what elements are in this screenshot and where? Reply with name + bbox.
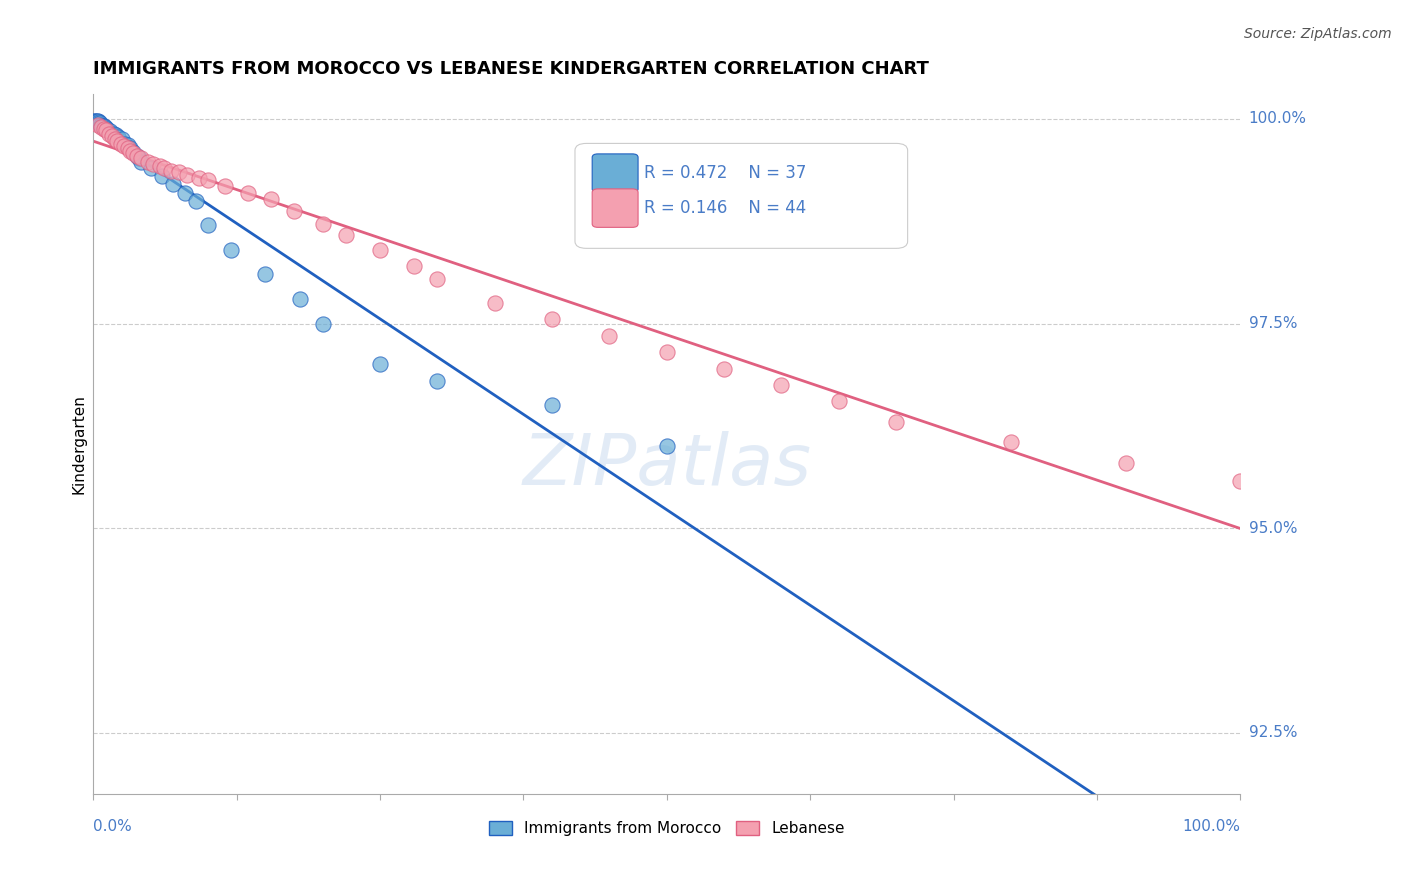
Point bbox=[105, 128, 128, 143]
Point bbox=[426, 374, 449, 388]
Point bbox=[288, 292, 311, 306]
Point bbox=[335, 228, 357, 243]
Text: 97.5%: 97.5% bbox=[1249, 316, 1298, 331]
Point bbox=[100, 124, 122, 138]
Point bbox=[1000, 435, 1022, 450]
Point bbox=[197, 173, 219, 187]
Point bbox=[162, 178, 184, 192]
Point bbox=[118, 144, 141, 158]
Point bbox=[83, 113, 105, 128]
Point bbox=[283, 203, 305, 218]
Point bbox=[136, 154, 159, 169]
Point bbox=[655, 345, 678, 359]
Text: ZIPatlas: ZIPatlas bbox=[522, 431, 811, 500]
Legend: Immigrants from Morocco, Lebanese: Immigrants from Morocco, Lebanese bbox=[482, 815, 851, 842]
Point bbox=[311, 317, 333, 331]
Point bbox=[541, 312, 564, 326]
Point bbox=[713, 361, 735, 376]
Point bbox=[87, 118, 110, 132]
Point bbox=[93, 120, 115, 135]
FancyBboxPatch shape bbox=[592, 154, 638, 193]
Point bbox=[1115, 456, 1137, 470]
Point bbox=[87, 115, 110, 129]
Text: 100.0%: 100.0% bbox=[1182, 819, 1240, 833]
Point bbox=[105, 134, 128, 148]
Point bbox=[98, 127, 121, 141]
Point bbox=[122, 146, 145, 161]
Point bbox=[139, 161, 162, 175]
Point bbox=[104, 131, 127, 145]
Point bbox=[884, 415, 907, 429]
FancyBboxPatch shape bbox=[592, 189, 638, 227]
Point bbox=[114, 136, 136, 151]
Point bbox=[122, 145, 145, 159]
Point bbox=[219, 243, 242, 257]
Point bbox=[91, 119, 114, 133]
Point bbox=[176, 168, 198, 182]
Point bbox=[260, 192, 283, 206]
Point bbox=[770, 378, 793, 392]
Point bbox=[89, 116, 111, 130]
Point bbox=[214, 179, 236, 194]
Point bbox=[197, 219, 219, 233]
Point bbox=[96, 121, 118, 136]
Point bbox=[93, 120, 115, 134]
Point bbox=[655, 439, 678, 453]
Point bbox=[150, 169, 173, 184]
Point bbox=[110, 136, 132, 151]
Point bbox=[1229, 474, 1251, 488]
Point bbox=[117, 141, 139, 155]
Point bbox=[368, 358, 391, 372]
Point bbox=[128, 151, 150, 165]
Point bbox=[236, 186, 259, 200]
Point bbox=[142, 157, 165, 171]
Point bbox=[167, 165, 190, 179]
Point bbox=[131, 151, 153, 165]
Point bbox=[311, 217, 333, 231]
Point bbox=[598, 328, 620, 343]
Point bbox=[100, 129, 122, 144]
Text: R = 0.146    N = 44: R = 0.146 N = 44 bbox=[644, 200, 806, 218]
Text: 92.5%: 92.5% bbox=[1249, 725, 1298, 740]
Point bbox=[86, 114, 108, 128]
Point bbox=[125, 149, 148, 163]
Point bbox=[103, 127, 125, 141]
Point bbox=[111, 132, 134, 146]
Point bbox=[153, 161, 176, 175]
Point bbox=[107, 130, 129, 145]
Point bbox=[117, 138, 139, 153]
Text: IMMIGRANTS FROM MOROCCO VS LEBANESE KINDERGARTEN CORRELATION CHART: IMMIGRANTS FROM MOROCCO VS LEBANESE KIND… bbox=[93, 60, 929, 78]
Point bbox=[90, 120, 112, 135]
Point bbox=[174, 186, 197, 200]
Text: 100.0%: 100.0% bbox=[1249, 112, 1306, 127]
Point bbox=[368, 243, 391, 257]
Text: R = 0.472    N = 37: R = 0.472 N = 37 bbox=[644, 164, 806, 183]
Point bbox=[84, 113, 107, 128]
Point bbox=[484, 296, 506, 310]
Point bbox=[186, 194, 208, 208]
Point bbox=[118, 140, 141, 154]
Point bbox=[160, 163, 183, 178]
Point bbox=[125, 149, 148, 163]
Point bbox=[426, 271, 449, 285]
Point bbox=[93, 121, 115, 136]
Point bbox=[94, 123, 117, 137]
Point bbox=[131, 154, 153, 169]
Point bbox=[254, 268, 277, 282]
FancyBboxPatch shape bbox=[575, 144, 908, 248]
Text: 0.0%: 0.0% bbox=[93, 819, 132, 833]
Point bbox=[187, 170, 209, 185]
Text: 95.0%: 95.0% bbox=[1249, 521, 1298, 535]
Point bbox=[87, 114, 110, 128]
Point bbox=[149, 159, 172, 173]
Point bbox=[90, 118, 112, 132]
Point bbox=[404, 259, 426, 273]
Point bbox=[541, 398, 564, 412]
Point bbox=[112, 139, 135, 153]
Point bbox=[828, 394, 851, 409]
Y-axis label: Kindergarten: Kindergarten bbox=[72, 394, 86, 494]
Text: Source: ZipAtlas.com: Source: ZipAtlas.com bbox=[1244, 27, 1392, 41]
